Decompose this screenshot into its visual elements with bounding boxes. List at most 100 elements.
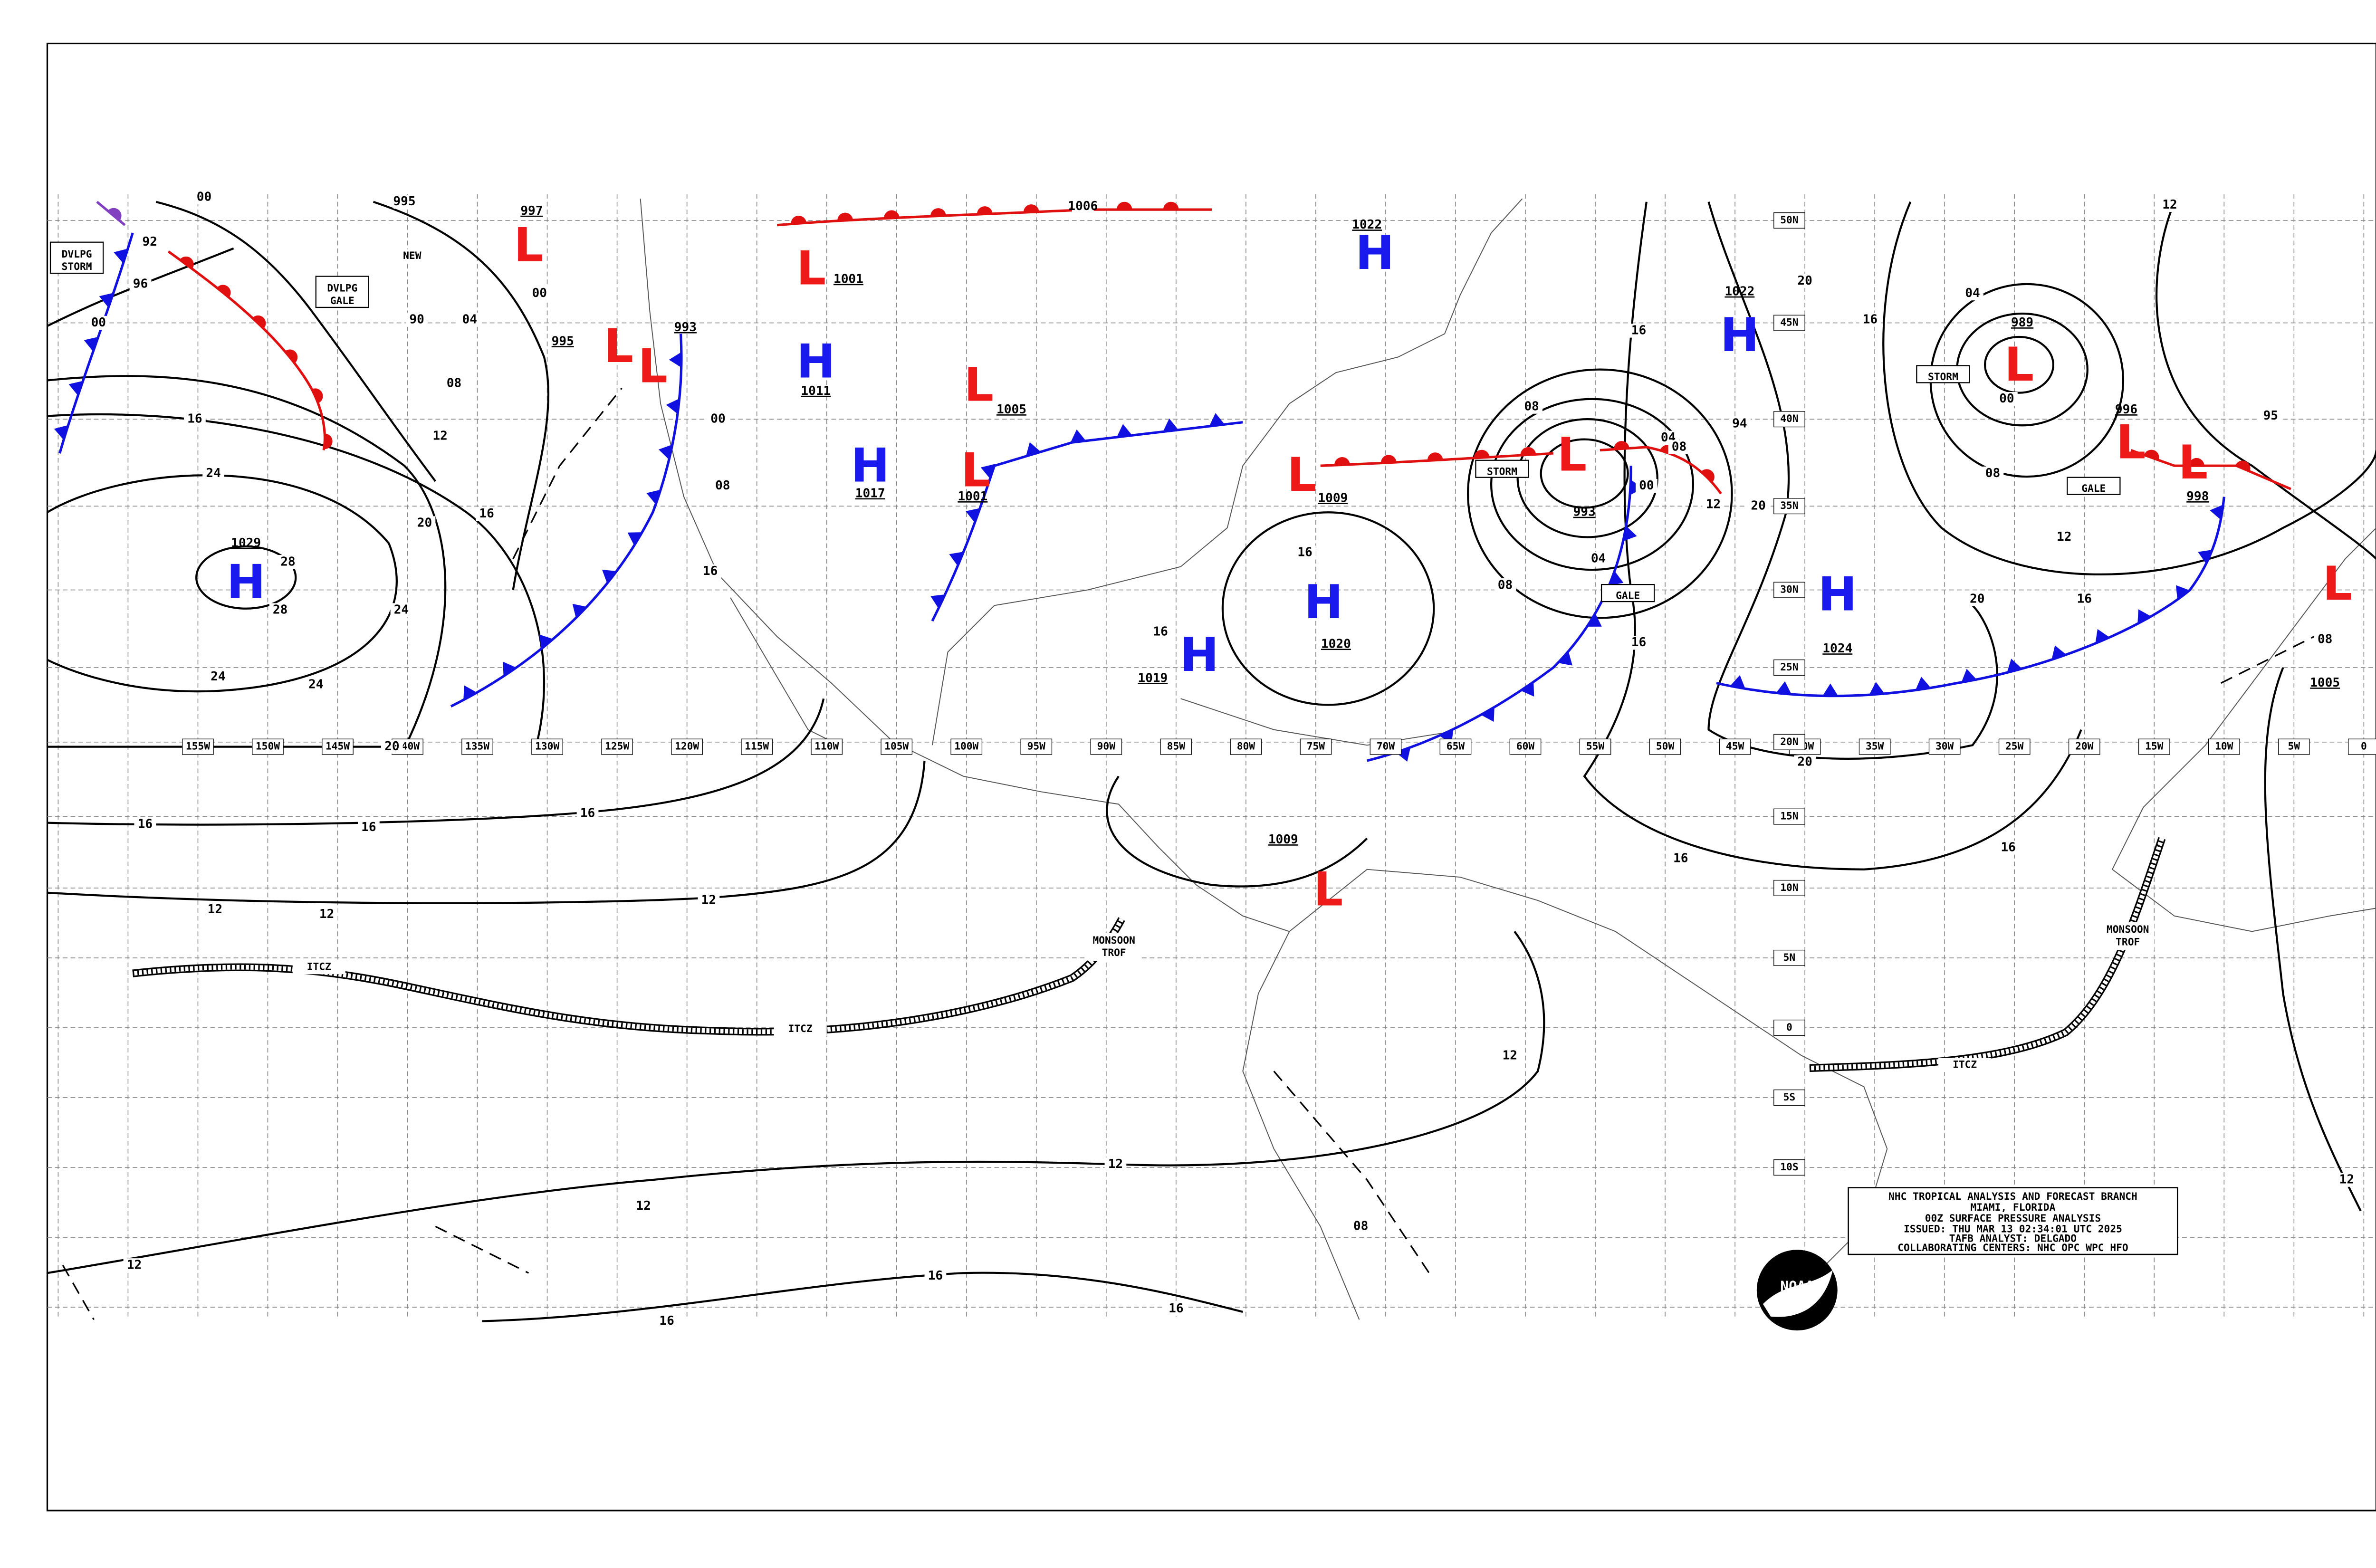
isobar-label-bg xyxy=(381,739,403,754)
isobar-label: 12 xyxy=(319,907,334,921)
center-symbol: H xyxy=(227,555,266,610)
front-symbol xyxy=(84,337,98,352)
center-symbol: L xyxy=(1313,863,1343,917)
isobar xyxy=(1882,201,2376,575)
isobar-label: 16 xyxy=(1673,851,1688,865)
center-symbol: H xyxy=(851,439,890,493)
front-symbol xyxy=(1481,707,1495,722)
front-symbol xyxy=(1163,201,1179,210)
lat-label-box xyxy=(1773,1159,1805,1176)
front-symbol xyxy=(666,398,680,414)
isobar xyxy=(1466,368,1733,619)
longitude-label: 45W xyxy=(1726,741,1744,753)
isobar-label: 12 xyxy=(127,1258,142,1272)
center-symbol: L xyxy=(961,443,990,497)
isobar-label-bg xyxy=(305,678,327,692)
isobar-label-bg xyxy=(1996,392,2018,406)
center-symbol: L xyxy=(2323,557,2352,611)
front-symbol xyxy=(1521,682,1534,697)
feature-label: DVLPG STORM xyxy=(62,249,92,273)
front-symbol xyxy=(1334,457,1350,465)
front-symbol xyxy=(1116,201,1132,210)
center-pressure: 1009 xyxy=(1318,491,1348,505)
front-symbol xyxy=(54,425,68,440)
longitude-label: 65W xyxy=(1447,741,1465,753)
isobar-label: 16 xyxy=(187,412,202,426)
feature-label: ITCZ xyxy=(788,1023,813,1035)
front-symbol xyxy=(312,388,323,403)
front-symbol xyxy=(669,352,682,368)
front-symbol xyxy=(539,634,553,649)
longitude-label: 90W xyxy=(1097,741,1116,753)
isobar-label: 12 xyxy=(432,429,447,443)
front-symbol xyxy=(884,210,900,219)
isobar-label-bg xyxy=(139,235,161,249)
frame xyxy=(46,42,2376,1511)
isobar-label-bg xyxy=(2314,632,2336,647)
feature-label: MONSOON TROF xyxy=(1092,935,1135,959)
isobar-label: 28 xyxy=(280,555,295,569)
isobar-label-bg xyxy=(1072,199,1094,214)
latitude-label: 15N xyxy=(1780,811,1798,822)
isobar-label-bg xyxy=(1635,478,1657,493)
isobar xyxy=(1516,418,1658,538)
isobar-label: 16 xyxy=(479,507,494,521)
lon-label-box xyxy=(2348,738,2376,755)
isobar-label-bg xyxy=(1587,552,1610,566)
latitude-label: 40N xyxy=(1780,413,1798,425)
isobar xyxy=(2156,201,2376,560)
front-symbol xyxy=(1614,441,1629,449)
isobar-label-bg xyxy=(1150,625,1172,639)
isobar-label: 96 xyxy=(133,277,148,291)
front-symbol xyxy=(1381,455,1397,463)
isobar xyxy=(47,760,926,904)
isobar-label-bg xyxy=(123,1258,145,1272)
front-symbol xyxy=(1915,677,1931,690)
cold-front xyxy=(450,334,683,708)
front-symbol xyxy=(658,444,673,460)
lon-label-box xyxy=(1300,738,1332,755)
isobar-label: 12 xyxy=(701,893,716,908)
isobar-label-bg xyxy=(202,466,224,481)
front-symbol xyxy=(1396,747,1411,762)
feature-box xyxy=(1916,365,1970,383)
front-symbol xyxy=(837,212,853,221)
longitude-label: 115W xyxy=(745,741,769,753)
isobar-label: 12 xyxy=(2057,530,2071,544)
isobar-label: 20 xyxy=(1970,592,1984,606)
latitude-label: 50N xyxy=(1780,214,1798,226)
isobar-label: 20 xyxy=(1797,274,1812,288)
isobar xyxy=(2264,667,2362,1212)
longitude-label: 145W xyxy=(326,741,350,753)
center-symbol: H xyxy=(1355,226,1394,280)
isobar-label-bg xyxy=(1294,545,1316,560)
longitude-label: 5W xyxy=(2288,741,2300,753)
front-symbol xyxy=(1558,651,1572,666)
front-symbol xyxy=(949,552,964,566)
feature-label: ITCZ xyxy=(307,961,331,973)
latitude-label: 45N xyxy=(1780,317,1798,329)
front-symbol xyxy=(1822,683,1839,696)
isobar-label-bg xyxy=(1702,497,1725,512)
front-symbol xyxy=(1609,571,1624,586)
latitude-label: 25N xyxy=(1780,661,1798,673)
isobar-label: 12 xyxy=(208,902,222,917)
lon-label-box xyxy=(2278,738,2310,755)
isobar-label-bg xyxy=(1104,1157,1127,1172)
coast xyxy=(931,198,1523,746)
longitude-label: 60W xyxy=(1516,741,1535,753)
feature-label: GALE xyxy=(2081,483,2106,495)
cold-front xyxy=(1367,466,1632,762)
front-symbol xyxy=(1520,447,1536,456)
front-symbol xyxy=(285,349,298,363)
latitude-label: 35N xyxy=(1780,500,1798,512)
front-symbol xyxy=(977,206,993,215)
isobar-label: 16 xyxy=(1631,323,1646,337)
lon-label-box xyxy=(2138,738,2170,755)
warm-front xyxy=(1600,446,1722,495)
lat-label-box xyxy=(1773,808,1805,825)
isobar xyxy=(1984,335,2055,394)
feature-box xyxy=(1600,584,1655,602)
front-symbol xyxy=(503,661,517,677)
